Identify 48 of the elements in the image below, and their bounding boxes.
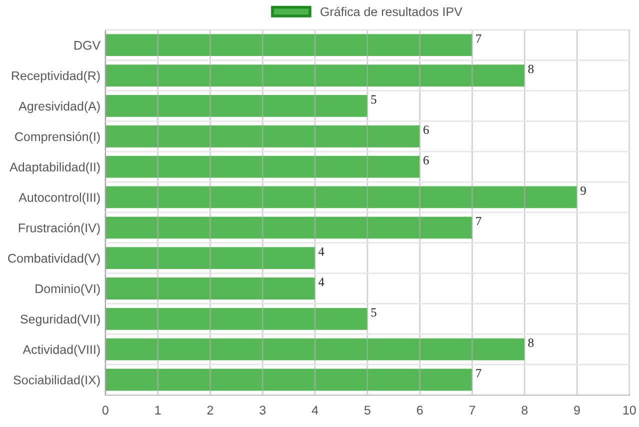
x-tick-label: 8 [522, 406, 528, 415]
bar [105, 216, 472, 239]
data-label: 6 [424, 156, 429, 164]
y-tick-label: Receptividad(R) [12, 70, 100, 83]
x-tick-label: 4 [312, 406, 318, 414]
data-label: 6 [424, 126, 429, 134]
y-tick-label: Autocontrol(III) [18, 192, 100, 204]
bar [105, 64, 525, 86]
data-label: 7 [476, 34, 482, 43]
x-tick-label: 2 [207, 406, 214, 414]
data-label: 5 [371, 308, 376, 317]
y-tick-label: Comprensión(I) [15, 132, 100, 144]
y-tick-label: Dominio(VI) [36, 284, 100, 296]
bar [105, 368, 472, 391]
y-tick-label: Combatividad(V) [8, 254, 100, 266]
y-tick-label: DGV [74, 40, 101, 50]
bar [105, 247, 316, 270]
bar [105, 186, 578, 208]
data-label: 7 [476, 216, 482, 226]
bar [105, 278, 316, 300]
x-tick-label: 5 [364, 406, 370, 415]
x-tick-label: 3 [260, 406, 266, 415]
data-label: 8 [528, 64, 534, 74]
bar [105, 34, 472, 56]
y-tick-label: Frustración(IV) [18, 223, 100, 235]
y-tick-label: Actividad(VIII) [22, 344, 100, 356]
data-label: 8 [528, 338, 534, 347]
y-tick-label: Sociabilidad(IX) [14, 375, 100, 387]
x-tick-label: 7 [469, 406, 476, 414]
data-label: 5 [371, 95, 376, 104]
bar [105, 156, 420, 178]
y-tick-label: Agresividad(A) [18, 101, 100, 114]
data-label: 4 [318, 247, 324, 256]
data-label: 7 [476, 369, 482, 378]
data-label: 9 [580, 186, 586, 195]
y-tick-label: Seguridad(VII) [20, 314, 100, 326]
bar [105, 94, 368, 117]
data-label: 4 [318, 278, 324, 286]
x-tick-label: 6 [416, 406, 423, 415]
x-tick-label: 9 [574, 406, 580, 415]
bar [105, 125, 420, 148]
x-tick-label: 10 [623, 406, 636, 415]
x-tick-label: 0 [102, 406, 108, 415]
bar [105, 308, 368, 330]
legend-label: Gráfica de resultados IPV [320, 6, 462, 16]
x-tick-label: 1 [155, 406, 161, 414]
bar [105, 338, 525, 360]
y-tick-label: Adaptabilidad(II) [10, 162, 100, 174]
